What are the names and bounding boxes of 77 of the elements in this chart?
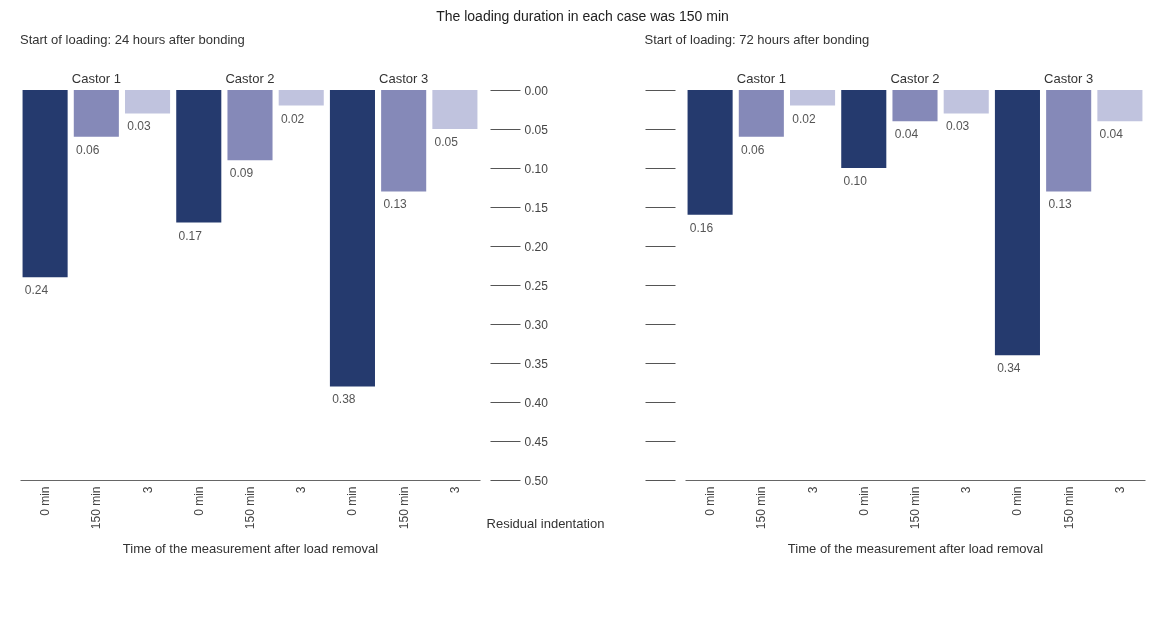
- data-label: 0.38: [332, 392, 356, 407]
- text: Castor 1: [736, 71, 786, 86]
- data-label: 0.02: [792, 111, 816, 126]
- data-label: 0.04: [894, 127, 919, 142]
- x-tick-label: 150 min: [89, 486, 104, 530]
- x-tick-label: 3: [959, 486, 974, 494]
- x-tick-label: 150 min: [908, 486, 922, 530]
- data-label: 0.10: [843, 174, 868, 188]
- x-tick-label: 3: [805, 486, 820, 494]
- x-axis-title: Time of the measurement after load removal: [122, 541, 379, 557]
- x-tick-label: 0 min: [856, 486, 871, 516]
- bar: [943, 90, 989, 114]
- bar: [1046, 90, 1092, 192]
- data-label: 0.13: [1048, 197, 1073, 212]
- y-tick-label: 0.25: [524, 278, 549, 293]
- bar: [73, 90, 119, 137]
- x-tick-label: 3: [294, 486, 309, 494]
- y-tick-label: 0.05: [524, 122, 549, 137]
- bar: [738, 90, 784, 137]
- y-tick-label: 0.20: [524, 239, 549, 254]
- data-label: 0.17: [178, 228, 203, 243]
- bar: [994, 90, 1040, 356]
- y-tick-label: 0.00: [524, 83, 549, 98]
- bar: [1097, 90, 1143, 122]
- y-tick-label: 0.10: [524, 161, 549, 176]
- bar: [841, 90, 887, 168]
- data-label: 0.04: [1099, 127, 1124, 142]
- bar: [432, 90, 478, 129]
- y-axis-title: Residual indentation: [486, 515, 605, 531]
- bar: [227, 90, 273, 161]
- x-tick-label: 150 min: [243, 486, 257, 530]
- y-tick-label: 0.30: [524, 317, 549, 332]
- data-label: 0.13: [383, 197, 408, 212]
- data-label: 0.16: [689, 220, 714, 235]
- text: The loading duration in each case was 150 min: [436, 8, 729, 24]
- text: Castor 3: [1044, 71, 1094, 86]
- bar: [125, 90, 171, 114]
- x-tick-label: 3: [140, 486, 155, 494]
- y-tick-label: 0.50: [524, 473, 549, 488]
- data-label: 0.34: [997, 361, 1021, 376]
- y-tick-label: 0.40: [524, 395, 549, 410]
- bar: [176, 90, 222, 223]
- x-tick-label: 0 min: [345, 486, 360, 516]
- bar: [790, 90, 836, 106]
- x-tick-label: 0 min: [38, 486, 53, 516]
- x-tick-label: 0 min: [1010, 486, 1025, 516]
- data-label: 0.03: [945, 119, 970, 134]
- data-label: 0.03: [127, 119, 151, 134]
- chart-subtitle: Start of loading: 72 hours after bonding: [644, 32, 870, 47]
- x-tick-label: 3: [447, 486, 462, 494]
- text: Castor 1: [71, 71, 121, 86]
- x-tick-label: 3: [1112, 486, 1127, 494]
- data-label: 0.06: [741, 142, 765, 157]
- text: Castor 2: [890, 71, 940, 86]
- chart-subtitle: Start of loading: 24 hours after bonding: [20, 32, 245, 47]
- x-axis-title: Time of the measurement after load removal: [787, 541, 1044, 557]
- bar: [381, 90, 427, 192]
- bar: [22, 90, 68, 278]
- x-tick-label: 0 min: [703, 486, 718, 516]
- x-tick-label: 150 min: [754, 486, 769, 530]
- x-tick-label: 150 min: [396, 486, 411, 530]
- bar: [278, 90, 324, 106]
- text: Castor 3: [379, 71, 429, 86]
- data-label: 0.24: [24, 283, 49, 298]
- bar: [687, 90, 733, 215]
- bar: [329, 90, 375, 387]
- data-label: 0.05: [434, 135, 459, 149]
- y-tick-label: 0.15: [524, 200, 549, 215]
- data-label: 0.06: [76, 142, 100, 157]
- data-label: 0.02: [280, 111, 305, 126]
- text: Castor 2: [225, 71, 275, 86]
- data-label: 0.09: [229, 166, 254, 181]
- bar: [892, 90, 938, 122]
- y-tick-label: 0.35: [524, 356, 549, 371]
- x-tick-label: 0 min: [191, 486, 206, 516]
- x-tick-label: 150 min: [1061, 486, 1076, 530]
- y-tick-label: 0.45: [524, 434, 549, 449]
